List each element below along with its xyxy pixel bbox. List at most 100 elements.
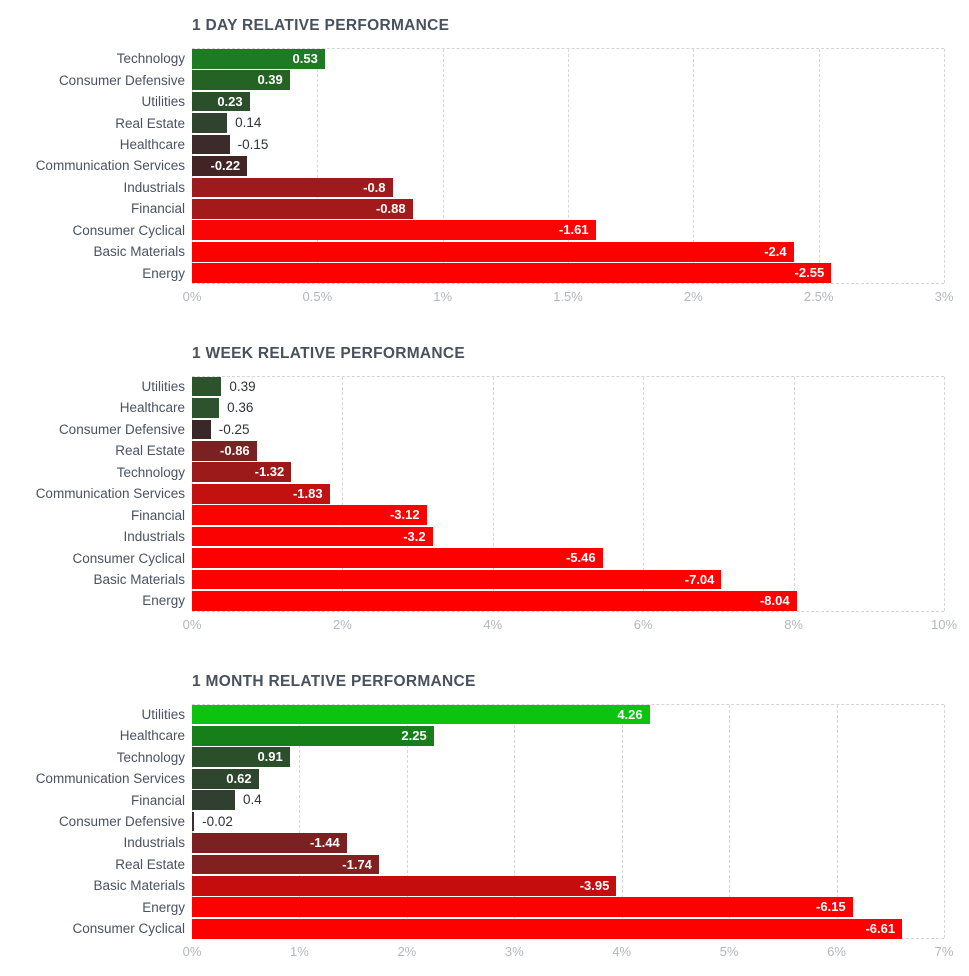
category-label: Consumer Cyclical	[72, 222, 185, 238]
axis-tick-label: 7%	[934, 944, 954, 960]
bar-row: Consumer Cyclical -6.61	[0, 918, 969, 939]
performance-bar[interactable]	[192, 398, 220, 418]
bar-row: Healthcare 0.36	[0, 397, 969, 418]
category-label: Basic Materials	[93, 878, 185, 894]
bar-row: Real Estate 0.14	[0, 112, 969, 133]
bar-value-label: -1.74	[342, 856, 372, 872]
bar-value-label: -5.46	[565, 550, 596, 566]
gridline	[342, 376, 344, 611]
bar-rows: Technology 0.53 Consumer Defensive 0.39 Util…	[0, 48, 969, 284]
category-label: Real Estate	[115, 856, 185, 872]
bar-value-label: -1.32	[254, 464, 285, 480]
performance-bar[interactable]: -1.32	[192, 462, 292, 483]
performance-bar[interactable]: -7.04	[192, 569, 722, 590]
performance-bar[interactable]	[192, 419, 211, 440]
axis-tick-label: 4%	[483, 616, 503, 632]
performance-bar[interactable]: 0.91	[192, 747, 290, 768]
performance-bar[interactable]: 2.25	[192, 725, 434, 746]
axis-tick-label: 3%	[934, 288, 954, 304]
category-label: Energy	[142, 593, 185, 609]
bar-track: -1.61	[192, 220, 944, 241]
performance-bar[interactable]: -2.4	[192, 241, 794, 262]
bar-value-label: 4.26	[617, 706, 643, 722]
category-label: Industrials	[123, 179, 185, 195]
performance-bar[interactable]: -2.55	[192, 263, 832, 283]
bar-row: Consumer Defensive -0.02	[0, 811, 969, 832]
category-label: Technology	[116, 464, 185, 480]
performance-bar[interactable]: -6.61	[192, 918, 903, 939]
category-label: Communication Services	[35, 158, 185, 174]
gridline	[568, 49, 569, 283]
bar-track: -0.25	[192, 419, 944, 440]
bar-row: Communication Services 0.62	[0, 768, 969, 789]
bar-track: 4.26	[192, 704, 944, 725]
bar-row: Industrials -1.44	[0, 832, 969, 853]
axis-tick-label: 2%	[397, 944, 417, 960]
performance-bar[interactable]: -3.2	[192, 526, 433, 547]
performance-bar[interactable]: -3.95	[192, 876, 617, 896]
performance-bar[interactable]	[192, 376, 222, 397]
bar-value-label: -2.4	[764, 243, 787, 259]
performance-bar[interactable]: -8.04	[192, 591, 797, 611]
bar-track: 0.53	[192, 48, 944, 69]
x-axis: 0% 1% 2% 3% 4% 5% 6% 7%	[183, 942, 954, 964]
performance-bar[interactable]: 0.53	[192, 48, 325, 69]
performance-bar[interactable]: -5.46	[192, 548, 603, 568]
performance-bar[interactable]	[192, 113, 228, 133]
x-axis: 0% 2% 4% 6% 8% 10%	[183, 615, 957, 637]
category-label: Technology	[116, 749, 185, 765]
plot-area: Utilities 4.26 Healthcare 2.25 Technology 0.9…	[0, 703, 969, 940]
plot-area: Utilities 0.39 Healthcare 0.36 Consumer Defe…	[0, 375, 969, 612]
performance-bar[interactable]: -1.83	[192, 483, 330, 504]
bar-track: -6.15	[192, 897, 944, 918]
gridline	[514, 704, 516, 939]
bar-value-label: 0.14	[235, 115, 262, 131]
gridline	[729, 704, 731, 939]
bar-track: -0.22	[192, 155, 944, 176]
performance-bar[interactable]: -1.44	[192, 833, 347, 853]
performance-bar[interactable]	[192, 811, 195, 832]
performance-bar[interactable]: 0.39	[192, 70, 290, 91]
performance-bar[interactable]: 0.23	[192, 91, 250, 112]
performance-bar[interactable]: -1.61	[192, 220, 596, 241]
performance-bar[interactable]	[192, 790, 235, 810]
chart-title-1-week: 1 WEEK RELATIVE PERFORMANCE	[192, 344, 466, 362]
performance-bar[interactable]: -0.8	[192, 177, 393, 198]
category-label: Utilities	[141, 94, 185, 110]
category-label: Utilities	[141, 379, 185, 395]
performance-bar[interactable]: -0.88	[192, 198, 413, 219]
gridline	[299, 704, 301, 939]
category-label: Consumer Cyclical	[72, 550, 185, 566]
performance-bar[interactable]: 4.26	[192, 704, 650, 725]
bar-value-label: 0.91	[257, 749, 283, 765]
bar-track: -0.15	[192, 134, 944, 155]
chart-1-month: 1 MONTH RELATIVE PERFORMANCE Utilities 4.…	[0, 673, 969, 965]
category-label: Industrials	[123, 835, 185, 851]
performance-bar[interactable]: 0.62	[192, 768, 259, 789]
bar-value-label: -0.22	[210, 158, 241, 174]
axis-tick-label: 0%	[182, 944, 202, 960]
category-label: Consumer Cyclical	[72, 921, 185, 937]
performance-bar[interactable]: -1.74	[192, 854, 379, 875]
performance-bar[interactable]: -3.12	[192, 505, 427, 526]
performance-bar[interactable]: -0.22	[192, 156, 248, 176]
axis-tick-label: 2%	[332, 616, 352, 632]
gridline	[621, 704, 623, 939]
chart-plot-1-month: Utilities 4.26 Healthcare 2.25 Technology 0.9…	[0, 703, 969, 965]
axis-tick-label: 3%	[504, 944, 524, 960]
category-label: Consumer Defensive	[58, 814, 185, 830]
bar-value-label: 0.39	[229, 378, 256, 394]
category-label: Consumer Defensive	[58, 72, 185, 88]
bar-value-label: -1.44	[310, 835, 340, 851]
bar-row: Energy -2.55	[0, 262, 969, 283]
gridline	[944, 704, 945, 939]
gridline	[836, 704, 838, 939]
gridline	[442, 49, 444, 283]
x-axis: 0% 0.5% 1% 1.5% 2% 2.5% 3%	[183, 287, 954, 309]
bar-value-label: 0.4	[242, 792, 262, 808]
performance-bar[interactable]: -6.15	[192, 897, 853, 918]
performance-bar[interactable]: -0.86	[192, 441, 257, 461]
chart-plot-1-day: Technology 0.53 Consumer Defensive 0.39 Util…	[0, 48, 969, 309]
gridline	[693, 49, 695, 283]
performance-bar[interactable]	[192, 134, 230, 155]
